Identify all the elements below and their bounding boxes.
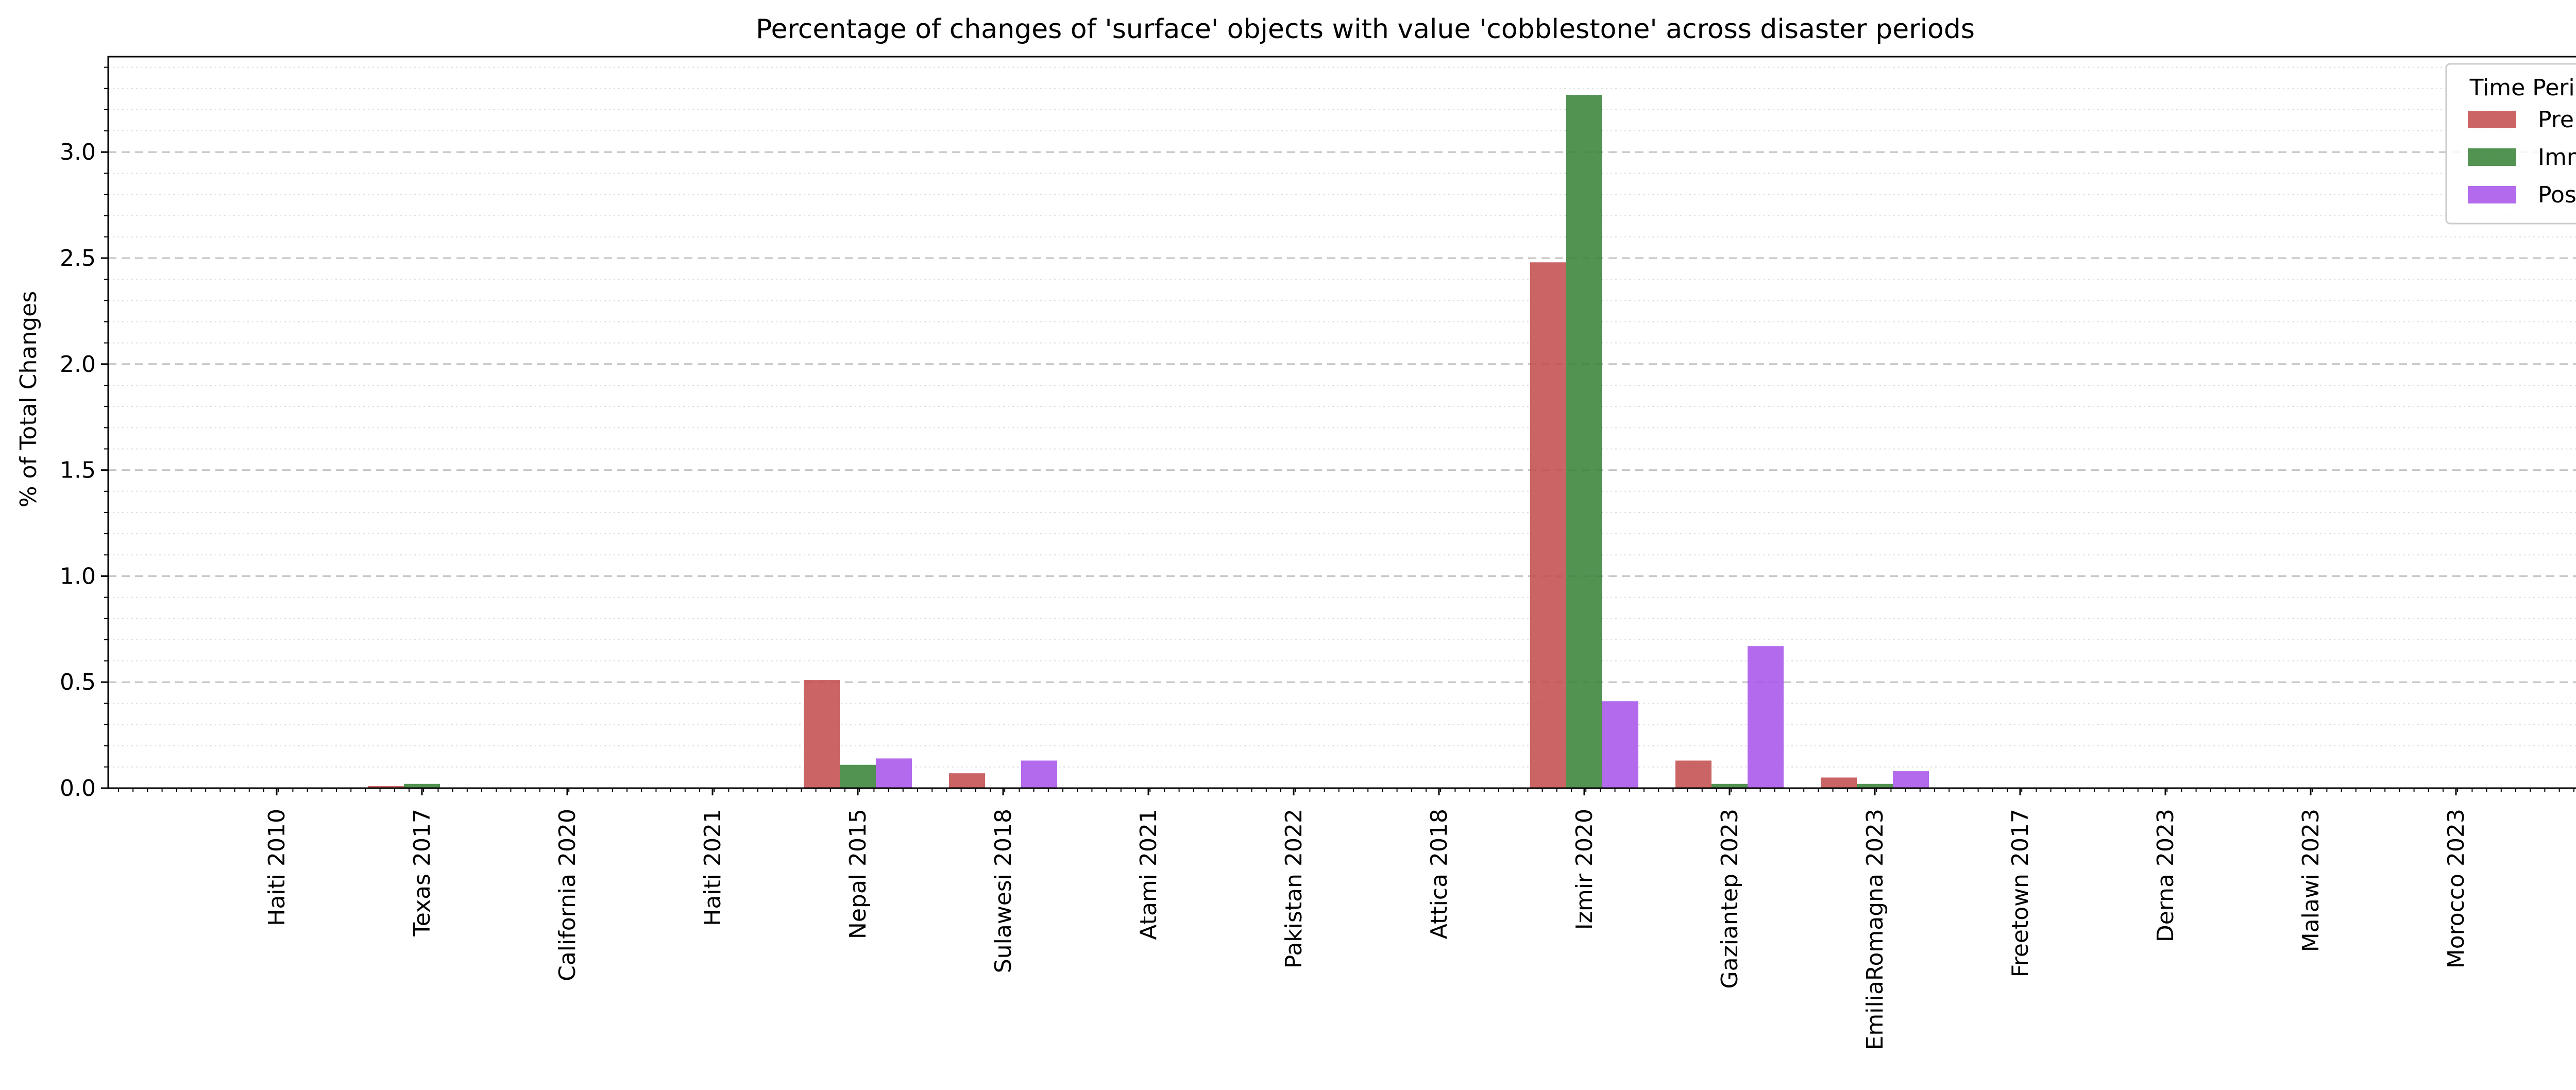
bar-pre bbox=[1675, 760, 1711, 788]
bar-imm bbox=[1711, 784, 1748, 788]
grid-lines bbox=[108, 66, 2576, 768]
bars bbox=[368, 95, 1929, 789]
y-tick-label: 0.5 bbox=[60, 669, 96, 695]
bar-post bbox=[1021, 760, 1057, 788]
x-tick-label: Freetown 2017 bbox=[2007, 809, 2033, 977]
bar-pre bbox=[368, 786, 404, 788]
x-tick-label: Atami 2021 bbox=[1136, 809, 1162, 940]
legend-frame bbox=[2445, 63, 2576, 225]
bar-post bbox=[1602, 701, 1638, 788]
x-tick-label: Morocco 2023 bbox=[2443, 809, 2469, 968]
bar-pre bbox=[1821, 777, 1857, 788]
x-tick-label: Nepal 2015 bbox=[845, 809, 871, 939]
legend-swatch-pre bbox=[2468, 111, 2516, 128]
legend-label-post: Post bbox=[2538, 182, 2576, 208]
bar-post bbox=[1748, 646, 1784, 788]
legend-swatch-imm bbox=[2468, 148, 2516, 166]
y-tick-label: 3.0 bbox=[60, 139, 96, 165]
x-tick-label: Attica 2018 bbox=[1426, 809, 1452, 939]
x-tick-label: Haiti 2021 bbox=[700, 809, 726, 926]
bar-post bbox=[876, 758, 912, 788]
bar-imm bbox=[1857, 784, 1893, 788]
bar-imm bbox=[404, 784, 440, 788]
chart-title: Percentage of changes of 'surface' objec… bbox=[756, 14, 1975, 45]
legend-title: Time Period bbox=[2469, 75, 2576, 101]
bar-imm bbox=[1566, 95, 1602, 789]
x-tick-label: Pakistan 2022 bbox=[1281, 809, 1307, 968]
bar-post bbox=[1893, 771, 1929, 788]
x-tick-label: Sulawesi 2018 bbox=[990, 809, 1016, 973]
legend: Time Period Pre Imm Post bbox=[2445, 63, 2576, 225]
x-tick-label: Izmir 2020 bbox=[1571, 809, 1598, 930]
x-tick-label: Gaziantep 2023 bbox=[1717, 809, 1743, 989]
bar-imm bbox=[840, 764, 876, 788]
x-tick-label: Derna 2023 bbox=[2153, 809, 2179, 942]
y-tick-label: 0.0 bbox=[60, 775, 96, 802]
plot-frame bbox=[107, 56, 2576, 789]
y-axis-label: % of Total Changes bbox=[15, 291, 42, 507]
x-tick-label: EmiliaRomagna 2023 bbox=[1862, 809, 1888, 1050]
bar-pre bbox=[804, 680, 840, 788]
bar-pre bbox=[1530, 262, 1566, 789]
bar-pre bbox=[949, 773, 985, 788]
y-tick-label: 1.0 bbox=[60, 563, 96, 589]
y-tick-label: 2.0 bbox=[60, 351, 96, 378]
x-tick-label: Texas 2017 bbox=[409, 809, 435, 937]
legend-label-imm: Imm bbox=[2538, 144, 2576, 171]
axes: 0.0 0.5 1.0 1.5 2.0 2.5 3.0 Haiti 2010 Texas 201… bbox=[60, 56, 2576, 1050]
y-tick-label: 2.5 bbox=[60, 245, 96, 271]
y-tick-label: 1.5 bbox=[60, 457, 96, 484]
x-tick-label: Haiti 2010 bbox=[264, 809, 290, 926]
x-tick-label: California 2020 bbox=[554, 809, 581, 981]
x-tick-label: Malawi 2023 bbox=[2298, 809, 2324, 952]
legend-label-pre: Pre bbox=[2538, 107, 2574, 133]
legend-swatch-post bbox=[2468, 186, 2516, 203]
